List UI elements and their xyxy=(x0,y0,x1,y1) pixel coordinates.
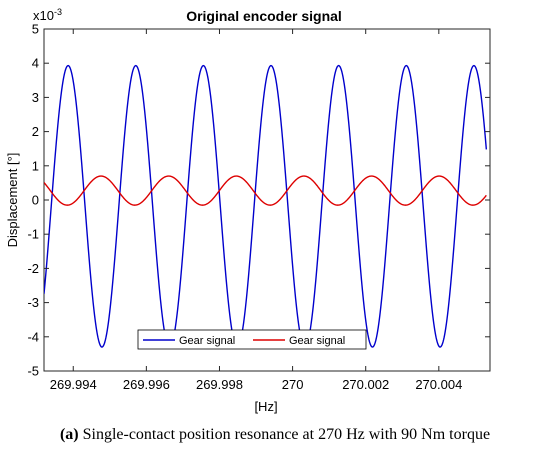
chart-title: Original encoder signal xyxy=(186,8,342,24)
y-tick-label: 2 xyxy=(32,124,39,139)
figure-caption: (a) Single-contact position resonance at… xyxy=(0,426,550,444)
legend-box xyxy=(137,329,367,350)
legend-label-2: Gear signal xyxy=(289,335,345,347)
x-tick-label: 269.994 xyxy=(50,377,97,392)
series-line-1 xyxy=(44,64,488,348)
y-tick-label: -4 xyxy=(27,329,39,344)
y-tick-label: -5 xyxy=(27,364,39,379)
y-axis-ticks: -5 -4 -3 -2 -1 0 1 2 3 4 5 xyxy=(27,22,490,379)
y-tick-label: -3 xyxy=(27,295,39,310)
y-tick-label: 3 xyxy=(32,90,39,105)
series-line-2 xyxy=(44,175,487,206)
y-tick-label: -1 xyxy=(27,227,39,242)
caption-label: (a) xyxy=(59,426,79,443)
x-axis-ticks: 269.994 269.996 269.998 270 270.002 270.004 xyxy=(50,29,462,392)
y-tick-label: 0 xyxy=(32,193,39,208)
x-tick-label: 270 xyxy=(282,377,304,392)
y-tick-label: -2 xyxy=(27,261,39,276)
x-tick-label: 270.002 xyxy=(342,377,389,392)
x-axis-label: [Hz] xyxy=(254,399,277,414)
y-tick-label: 4 xyxy=(32,56,39,71)
legend: Gear signal Gear signal xyxy=(137,329,367,350)
x-tick-label: 269.996 xyxy=(123,377,170,392)
series-layer xyxy=(44,64,488,348)
x-tick-label: 269.998 xyxy=(196,377,243,392)
y-tick-label: 5 xyxy=(32,22,39,37)
caption-text: Single-contact position resonance at 270… xyxy=(78,426,491,443)
x-tick-label: 270.004 xyxy=(415,377,462,392)
y-axis-label: Displacement [°] xyxy=(5,153,20,248)
y-tick-label: 1 xyxy=(32,158,39,173)
legend-label-1: Gear signal xyxy=(179,335,235,347)
y-exponent-label: x10-3 xyxy=(33,7,62,23)
